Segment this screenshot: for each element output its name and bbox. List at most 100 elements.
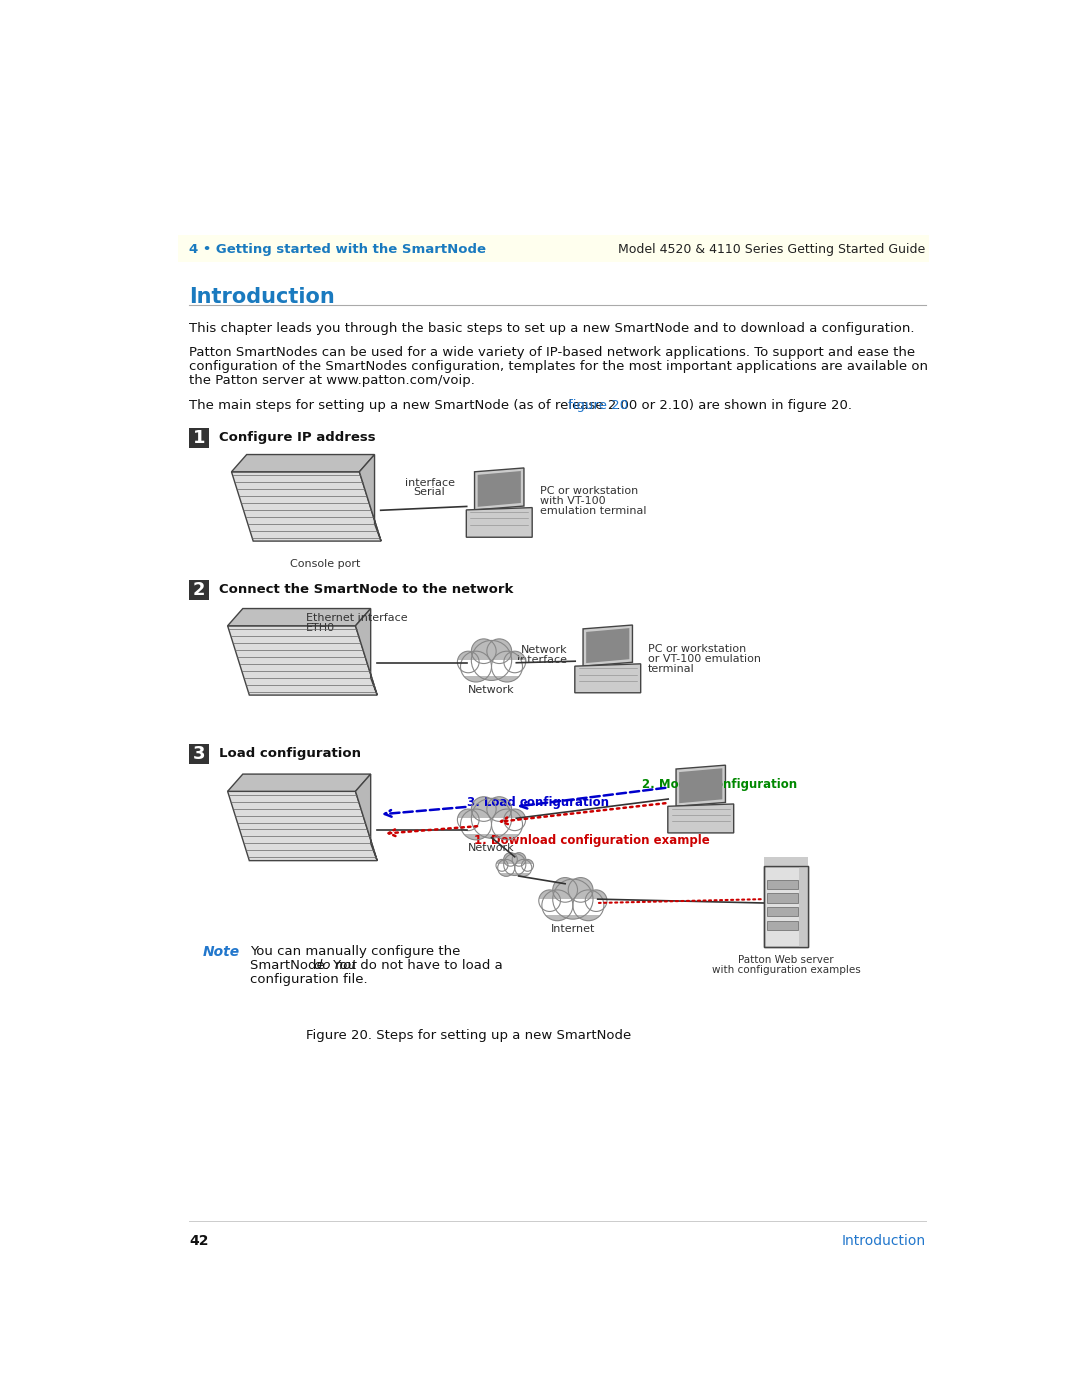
Text: with VT-100: with VT-100 xyxy=(540,496,605,507)
Circle shape xyxy=(487,796,512,821)
Polygon shape xyxy=(575,664,640,693)
Polygon shape xyxy=(667,803,733,833)
Polygon shape xyxy=(231,454,375,472)
FancyBboxPatch shape xyxy=(767,893,798,902)
Text: Note: Note xyxy=(203,946,241,960)
FancyBboxPatch shape xyxy=(177,236,930,261)
Text: with configuration examples: with configuration examples xyxy=(712,965,861,975)
Circle shape xyxy=(568,877,593,902)
Circle shape xyxy=(471,638,496,664)
Circle shape xyxy=(553,879,593,919)
Text: interface: interface xyxy=(405,478,455,488)
Text: interface: interface xyxy=(517,655,567,665)
Text: 1: 1 xyxy=(193,429,205,447)
Circle shape xyxy=(458,651,480,673)
Polygon shape xyxy=(355,774,377,861)
Circle shape xyxy=(539,890,561,911)
Text: ETH0: ETH0 xyxy=(306,623,335,633)
Text: Console port: Console port xyxy=(291,559,361,569)
Circle shape xyxy=(504,651,526,673)
Circle shape xyxy=(572,890,604,921)
Text: Figure 20. Steps for setting up a new SmartNode: Figure 20. Steps for setting up a new Sm… xyxy=(306,1028,631,1042)
FancyBboxPatch shape xyxy=(767,921,798,930)
Text: configuration file.: configuration file. xyxy=(249,974,367,986)
Circle shape xyxy=(542,890,572,921)
Text: PC or workstation: PC or workstation xyxy=(648,644,746,654)
Circle shape xyxy=(460,809,491,840)
Circle shape xyxy=(512,852,526,866)
Polygon shape xyxy=(679,768,723,803)
Circle shape xyxy=(460,651,491,682)
Text: Introduction: Introduction xyxy=(189,286,335,307)
Polygon shape xyxy=(477,471,521,507)
Text: configuration of the SmartNodes configuration, templates for the most important : configuration of the SmartNodes configur… xyxy=(189,360,928,373)
Circle shape xyxy=(585,890,607,911)
Text: 2: 2 xyxy=(193,581,205,598)
Text: figure 20: figure 20 xyxy=(568,398,627,412)
Text: 42: 42 xyxy=(189,1234,208,1248)
Text: The main steps for setting up a new SmartNode (as of release 2.00 or 2.10) are s: The main steps for setting up a new Smar… xyxy=(189,398,852,412)
Text: 3: 3 xyxy=(193,745,205,763)
Text: Network: Network xyxy=(521,645,567,655)
FancyBboxPatch shape xyxy=(767,907,798,916)
Text: the Patton server at www.patton.com/voip.: the Patton server at www.patton.com/voip… xyxy=(189,374,475,387)
FancyBboxPatch shape xyxy=(457,661,526,676)
Text: PC or workstation: PC or workstation xyxy=(540,486,638,496)
FancyBboxPatch shape xyxy=(538,900,608,915)
Circle shape xyxy=(503,852,517,866)
Circle shape xyxy=(458,809,480,831)
Text: Network: Network xyxy=(469,842,515,854)
Polygon shape xyxy=(355,609,377,696)
Text: Internet: Internet xyxy=(551,923,595,933)
FancyBboxPatch shape xyxy=(457,819,526,834)
Text: Network: Network xyxy=(469,685,515,696)
Text: do not: do not xyxy=(314,960,356,972)
Text: 2. Modify configuration: 2. Modify configuration xyxy=(643,778,798,791)
Circle shape xyxy=(491,651,523,682)
Text: Configure IP address: Configure IP address xyxy=(218,432,376,444)
Circle shape xyxy=(491,809,523,840)
Circle shape xyxy=(496,859,508,872)
FancyBboxPatch shape xyxy=(496,865,534,873)
Text: SmartNode. You do not have to load a: SmartNode. You do not have to load a xyxy=(249,960,502,972)
Polygon shape xyxy=(586,629,630,664)
Circle shape xyxy=(471,796,496,821)
Polygon shape xyxy=(228,609,370,626)
Polygon shape xyxy=(583,624,633,666)
Text: Model 4520 & 4110 Series Getting Started Guide: Model 4520 & 4110 Series Getting Started… xyxy=(618,243,926,256)
Text: You can manually configure the: You can manually configure the xyxy=(249,946,460,958)
Circle shape xyxy=(503,854,526,876)
Text: or VT-100 emulation: or VT-100 emulation xyxy=(648,654,761,664)
Polygon shape xyxy=(231,472,381,541)
Text: 3. Load configuration: 3. Load configuration xyxy=(467,796,609,809)
Polygon shape xyxy=(360,454,381,541)
Circle shape xyxy=(487,638,512,664)
Polygon shape xyxy=(467,507,532,538)
FancyBboxPatch shape xyxy=(767,880,798,888)
Circle shape xyxy=(498,859,515,876)
Text: emulation terminal: emulation terminal xyxy=(540,507,646,517)
FancyBboxPatch shape xyxy=(799,866,809,947)
Text: Patton SmartNodes can be used for a wide variety of IP-based network application: Patton SmartNodes can be used for a wide… xyxy=(189,346,916,359)
FancyBboxPatch shape xyxy=(189,427,210,448)
Text: Connect the SmartNode to the network: Connect the SmartNode to the network xyxy=(218,583,513,595)
Text: Introduction: Introduction xyxy=(841,1234,926,1248)
Polygon shape xyxy=(228,774,370,791)
Polygon shape xyxy=(228,626,377,696)
Circle shape xyxy=(471,640,512,680)
Circle shape xyxy=(553,877,578,902)
Text: Patton Web server: Patton Web server xyxy=(739,954,834,964)
Circle shape xyxy=(522,859,534,872)
Text: Load configuration: Load configuration xyxy=(218,746,361,760)
Text: terminal: terminal xyxy=(648,664,694,673)
Text: 1. Download configuration example: 1. Download configuration example xyxy=(474,834,711,848)
FancyBboxPatch shape xyxy=(189,580,210,599)
Circle shape xyxy=(515,859,531,876)
Text: 4 • Getting started with the SmartNode: 4 • Getting started with the SmartNode xyxy=(189,243,486,256)
Circle shape xyxy=(504,809,526,831)
Text: Serial: Serial xyxy=(414,488,445,497)
Text: This chapter leads you through the basic steps to set up a new SmartNode and to : This chapter leads you through the basic… xyxy=(189,321,915,335)
FancyBboxPatch shape xyxy=(764,858,809,866)
Circle shape xyxy=(471,798,512,838)
FancyBboxPatch shape xyxy=(764,866,809,947)
